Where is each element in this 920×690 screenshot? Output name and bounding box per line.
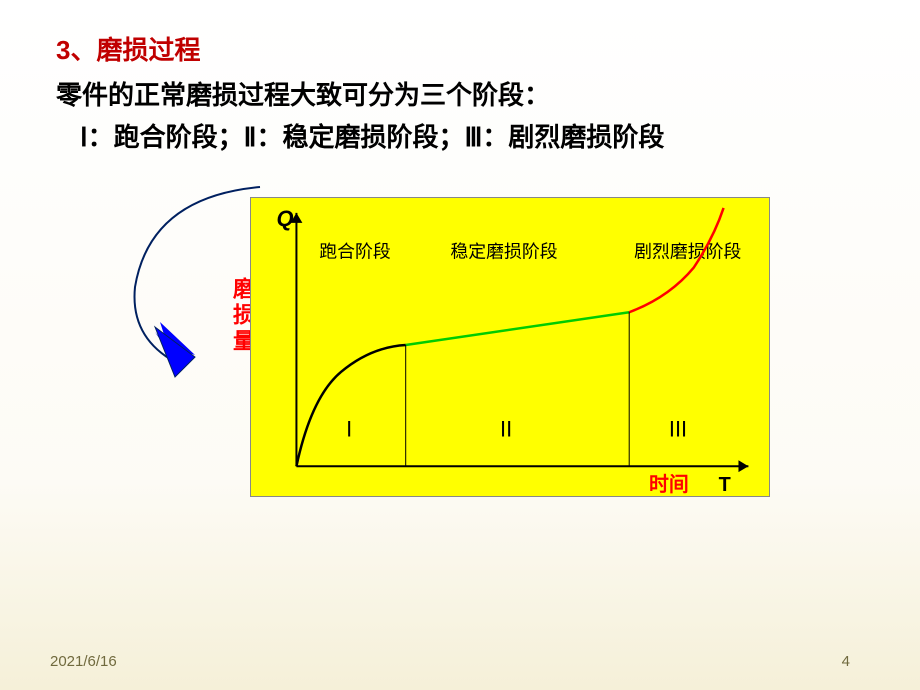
footer: 2021/6/16 4 bbox=[50, 653, 870, 670]
phase-label-1: 跑合阶段 bbox=[319, 242, 391, 262]
slide-container: 3、磨损过程 零件的正常磨损过程大致可分为三个阶段： Ⅰ：跑合阶段；Ⅱ：稳定磨损… bbox=[0, 0, 920, 690]
phase-label-3: 剧烈磨损阶段 bbox=[634, 242, 741, 262]
x-axis-label: 时间 bbox=[649, 474, 689, 496]
wear-chart: Q 跑合阶段 稳定磨损阶段 剧烈磨损阶段 I II III 时间 T bbox=[250, 197, 770, 497]
x-axis-symbol: T bbox=[719, 474, 731, 496]
segment-runin bbox=[296, 345, 405, 466]
region-label-3: III bbox=[669, 416, 687, 441]
stages-description: Ⅰ：跑合阶段；Ⅱ：稳定磨损阶段；Ⅲ：剧烈磨损阶段 bbox=[80, 118, 870, 157]
footer-date: 2021/6/16 bbox=[50, 653, 117, 670]
chart-area: 磨损量 Q 跑合阶段 稳定磨损阶段 剧烈磨损阶段 bbox=[130, 197, 830, 517]
phase-label-2: 稳定磨损阶段 bbox=[450, 242, 557, 262]
subtitle: 零件的正常磨损过程大致可分为三个阶段： bbox=[56, 75, 870, 112]
page-number: 4 bbox=[842, 653, 850, 670]
section-title: 3、磨损过程 bbox=[56, 30, 870, 67]
region-label-1: I bbox=[346, 416, 352, 441]
segment-stable bbox=[406, 312, 630, 345]
region-label-2: II bbox=[500, 416, 512, 441]
y-axis-symbol: Q bbox=[277, 206, 294, 231]
